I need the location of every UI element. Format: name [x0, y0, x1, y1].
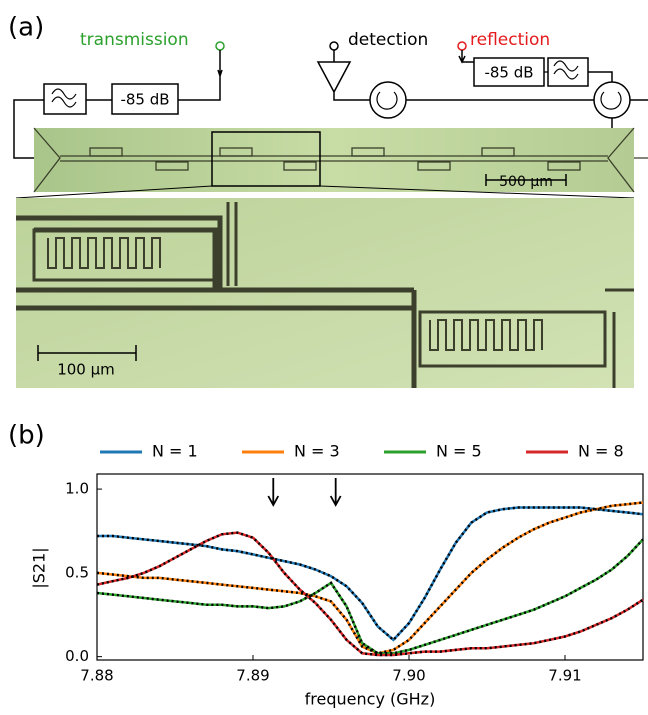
x-tick-label: 7.88 — [80, 667, 113, 685]
fit-line — [97, 508, 643, 640]
plot-frame — [97, 474, 643, 660]
y-tick-label: 0.5 — [65, 563, 89, 581]
detection-label: detection — [348, 30, 428, 50]
attenuator-label: -85 dB — [484, 64, 533, 82]
annotation-arrow — [331, 478, 341, 505]
legend-label: N = 3 — [294, 442, 340, 461]
page: (a) transmission detection reflection -8… — [0, 0, 648, 715]
y-axis-label: |S21| — [30, 547, 49, 588]
scale-bar-label: 100 µm — [57, 361, 115, 379]
data-line — [97, 533, 643, 655]
legend-label: N = 1 — [152, 442, 198, 461]
annotation-arrow — [268, 478, 278, 505]
x-tick-label: 7.89 — [236, 667, 269, 685]
panel-label: (b) — [8, 421, 45, 451]
legend-label: N = 8 — [578, 442, 624, 461]
data-line — [97, 503, 643, 654]
reflection-label: reflection — [470, 30, 550, 50]
figure: (a) transmission detection reflection -8… — [0, 0, 648, 715]
x-axis-label: frequency (GHz) — [305, 690, 436, 709]
y-tick-label: 0.0 — [65, 647, 89, 665]
panel-label: (a) — [8, 13, 44, 43]
data-line — [97, 508, 643, 640]
legend-label: N = 5 — [436, 442, 482, 461]
fit-line — [97, 503, 643, 654]
zoom-image — [16, 198, 634, 388]
x-tick-label: 7.90 — [392, 667, 425, 685]
scale-bar-label: 500 µm — [499, 174, 553, 190]
x-tick-label: 7.91 — [548, 667, 581, 685]
y-tick-label: 1.0 — [65, 480, 89, 498]
transmission-label: transmission — [80, 30, 189, 50]
attenuator-label: -85 dB — [120, 91, 169, 109]
